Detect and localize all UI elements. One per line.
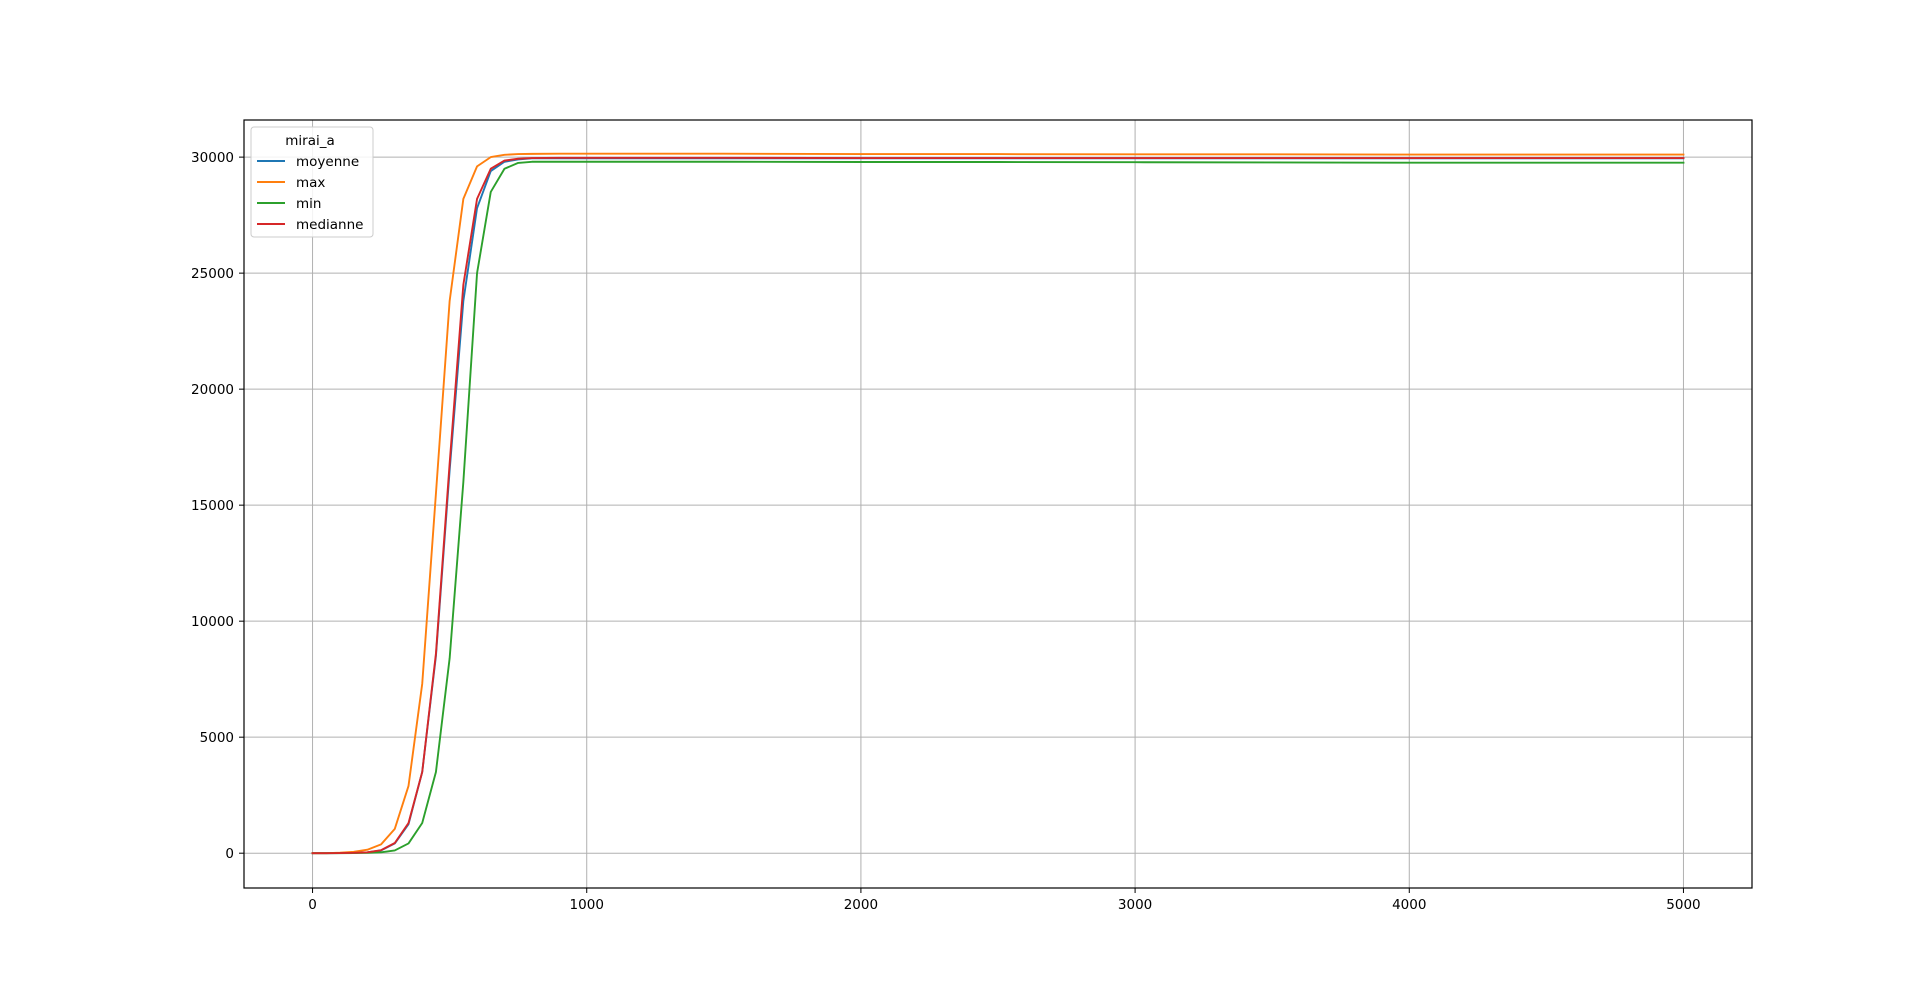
grid [244,120,1752,888]
x-tick-label: 4000 [1392,897,1426,913]
series-line-max [311,152,1685,855]
y-tick-label: 5000 [200,730,234,746]
series-line-moyenne [311,157,1685,855]
plot-frame [243,119,1753,889]
x-tick-label: 0 [308,897,317,913]
legend-title: mirai_a [285,133,335,149]
legend-box [250,126,374,238]
legend-label-moyenne: moyenne [296,154,359,170]
y-tick-label: 25000 [191,266,234,282]
y-axis: 0 5000 10000 15000 20000 25000 30000 [191,150,244,862]
x-tick-label: 1000 [570,897,604,913]
series-line-medianne [311,156,1685,855]
y-tick-label: 30000 [191,150,234,166]
x-axis: 0 1000 2000 3000 4000 5000 [308,888,1701,913]
legend-label-medianne: medianne [296,217,363,233]
x-tick-label: 2000 [844,897,878,913]
x-tick-label: 5000 [1666,897,1700,913]
y-tick-label: 10000 [191,614,234,630]
series-lines [311,152,1685,855]
y-tick-label: 15000 [191,498,234,514]
series-line-min [311,160,1685,855]
legend-label-max: max [296,175,325,191]
y-tick-label: 0 [225,846,234,862]
x-tick-label: 3000 [1118,897,1152,913]
legend-label-min: min [296,196,321,212]
y-tick-label: 20000 [191,382,234,398]
